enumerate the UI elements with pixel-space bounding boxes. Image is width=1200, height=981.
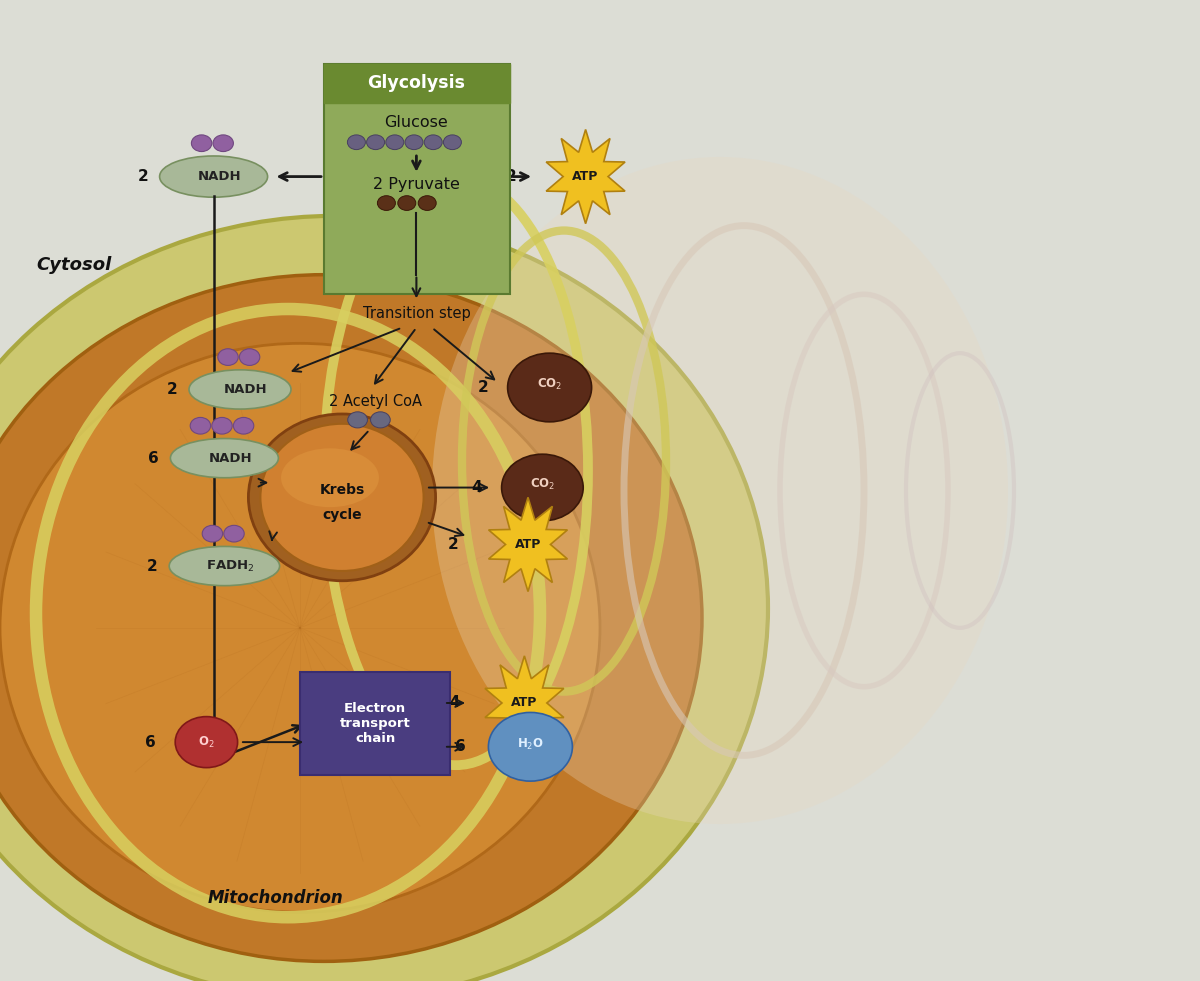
Text: 2: 2 [138,169,148,184]
Text: 2: 2 [148,558,157,574]
Circle shape [386,134,403,149]
Ellipse shape [0,343,600,912]
Text: NADH: NADH [224,383,268,396]
Ellipse shape [432,157,1008,824]
Ellipse shape [248,414,436,581]
Text: 34: 34 [439,696,461,710]
Polygon shape [488,497,568,592]
Circle shape [218,348,239,365]
Ellipse shape [169,546,280,586]
Ellipse shape [170,439,278,478]
Circle shape [223,525,245,542]
Text: Mitochondrion: Mitochondrion [208,889,344,906]
Text: 2 Pyruvate: 2 Pyruvate [373,177,460,192]
Circle shape [191,417,211,434]
Text: NADH: NADH [198,170,241,183]
Circle shape [367,134,385,149]
Ellipse shape [260,424,424,571]
Circle shape [175,716,238,767]
Circle shape [371,412,390,428]
Ellipse shape [190,370,292,409]
Circle shape [488,712,572,781]
Text: 6: 6 [145,735,155,749]
Circle shape [348,134,365,149]
Ellipse shape [0,275,702,961]
Text: 4: 4 [472,480,481,495]
Text: 2: 2 [449,537,458,552]
Text: 6: 6 [456,740,466,754]
Text: Cytosol: Cytosol [37,256,112,274]
Text: O$_2$: O$_2$ [198,735,215,749]
Text: Electron
transport
chain: Electron transport chain [340,702,410,745]
Circle shape [404,134,422,149]
Text: Transition step: Transition step [362,306,470,322]
FancyBboxPatch shape [300,672,450,775]
Circle shape [234,417,254,434]
Text: 2: 2 [479,380,488,395]
Text: FADH$_2$: FADH$_2$ [206,558,254,574]
Circle shape [192,134,211,151]
Text: ATP: ATP [515,538,541,551]
Text: Glycolysis: Glycolysis [367,75,466,92]
Circle shape [425,134,442,149]
Text: 2: 2 [167,382,178,397]
Polygon shape [546,129,625,224]
Circle shape [398,196,416,210]
Circle shape [378,196,396,210]
Circle shape [348,412,367,428]
Circle shape [502,454,583,521]
Text: Krebs: Krebs [319,483,365,496]
Text: CO$_2$: CO$_2$ [530,477,554,492]
Text: 6: 6 [149,450,158,466]
Circle shape [212,417,233,434]
Text: 2: 2 [506,169,516,184]
Text: ATP: ATP [511,697,538,709]
Text: NADH: NADH [209,451,252,465]
Circle shape [419,196,437,210]
FancyBboxPatch shape [324,64,510,103]
Text: ATP: ATP [572,170,599,183]
Circle shape [214,134,233,151]
Text: CO$_2$: CO$_2$ [538,377,562,392]
Ellipse shape [0,216,768,981]
Circle shape [202,525,222,542]
Circle shape [239,348,260,365]
Text: 2 Acetyl CoA: 2 Acetyl CoA [329,393,422,409]
Text: cycle: cycle [322,508,362,522]
Circle shape [508,353,592,422]
FancyBboxPatch shape [324,64,510,294]
Polygon shape [485,656,564,750]
Circle shape [444,134,461,149]
Ellipse shape [281,448,379,507]
Text: H$_2$O: H$_2$O [517,738,544,752]
Ellipse shape [160,156,268,197]
Text: Glucose: Glucose [384,115,449,130]
